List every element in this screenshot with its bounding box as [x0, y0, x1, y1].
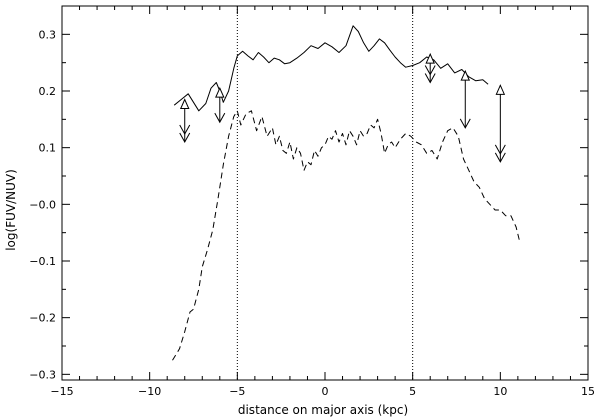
arrow-layer — [179, 52, 506, 163]
arrow-marker — [214, 86, 226, 124]
arrow-head-up — [215, 86, 225, 98]
y-tick-label: 0.1 — [39, 142, 57, 155]
series-layer — [172, 25, 521, 361]
series-line-dashed — [172, 110, 521, 361]
plot-frame — [61, 5, 589, 381]
x-tick-label: −15 — [50, 385, 73, 398]
x-tick-label: 10 — [493, 385, 507, 398]
arrow-head-down — [459, 118, 471, 129]
series-line-solid — [173, 25, 489, 112]
arrow-marker — [494, 84, 506, 163]
arrow-marker — [179, 98, 191, 144]
y-tick-label: 0.3 — [39, 28, 57, 41]
x-tick-label: −5 — [229, 385, 245, 398]
x-tick-label: 0 — [322, 385, 329, 398]
arrow-marker — [424, 52, 436, 84]
arrow-head-up — [460, 69, 471, 81]
y-axis-ticks: −0.3 −0.2 −0.1 −0.0 0.1 0.2 0.3 — [29, 28, 588, 381]
x-tick-label: −10 — [138, 385, 161, 398]
x-axis-label: distance on major axis (kpc) — [238, 403, 408, 417]
plot-border — [61, 5, 589, 381]
arrow-head-down — [424, 65, 436, 76]
y-axis-label: log(FUV/NUV) — [4, 169, 18, 251]
y-tick-label: −0.0 — [29, 198, 56, 211]
arrow-head-down — [494, 152, 506, 163]
y-tick-label: −0.3 — [29, 368, 56, 381]
y-tick-label: 0.2 — [39, 85, 57, 98]
arrow-head-down — [494, 144, 506, 155]
arrow-head-down — [179, 132, 191, 144]
arrow-head-down — [179, 124, 191, 136]
arrow-head-down — [424, 73, 436, 84]
arrow-head-up — [495, 84, 506, 95]
arrow-head-up — [425, 52, 435, 64]
arrow-head-up — [179, 98, 190, 109]
arrow-marker — [459, 69, 471, 129]
y-tick-label: −0.1 — [29, 255, 56, 268]
arrow-head-down — [214, 112, 226, 124]
y-tick-label: −0.2 — [29, 312, 56, 325]
reference-lines — [236, 6, 414, 380]
x-axis-ticks: −15 −10 −5 0 5 10 15 — [50, 6, 595, 398]
x-tick-label: 5 — [409, 385, 416, 398]
x-tick-label: 15 — [581, 385, 595, 398]
